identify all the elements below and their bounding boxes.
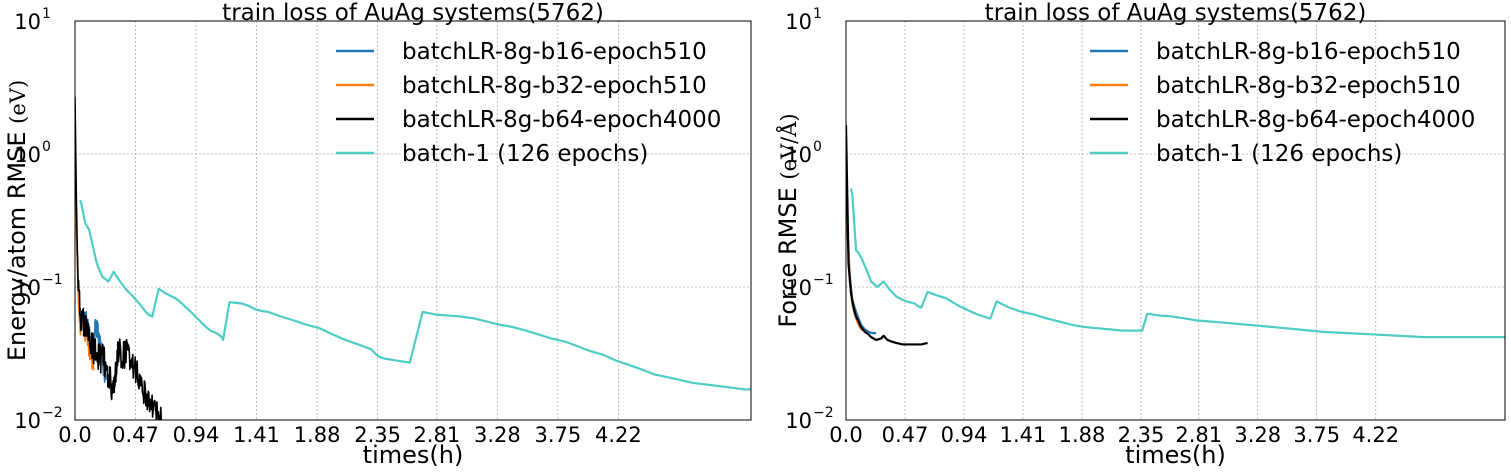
x-axis-label: times(h) [363, 441, 464, 469]
y-tick-label: 10 0 [785, 139, 822, 167]
y-tick-label: 10 −1 [785, 272, 833, 300]
x-tick-label: 0.0 [58, 423, 91, 447]
y-tick-label: 10 1 [14, 6, 51, 34]
y-axis-label-name: Force RMSE [774, 180, 802, 328]
x-tick-label: 3.75 [534, 423, 581, 447]
legend-label: batch-1 (126 epochs) [1156, 141, 1402, 167]
legend-label: batchLR-8g-b64-epoch4000 [402, 107, 721, 133]
y-tick-exponent: 0 [42, 139, 51, 155]
y-tick-base: 10 [785, 143, 812, 167]
legend-label: batch-1 (126 epochs) [402, 141, 648, 167]
chart-panel-2: 0.0 0.47 0.94 1.41 1.88 2.35 2.81 3.28 3.75 4.22 1… [774, 0, 1506, 469]
y-tick-exponent: −2 [42, 405, 63, 421]
legend-label: batchLR-8g-b16-epoch510 [402, 39, 707, 65]
legend: batchLR-8g-b16-epoch510 batchLR-8g-b32-ep… [336, 39, 721, 167]
y-tick-label: 10 0 [14, 139, 51, 167]
x-tick-label: 1.41 [233, 423, 280, 447]
y-tick-base: 10 [14, 143, 41, 167]
series-line-4 [849, 188, 1505, 339]
series-line-1 [846, 143, 877, 335]
y-tick-label: 10 1 [785, 6, 822, 34]
x-tick-label: 0.0 [829, 423, 862, 447]
chart-title: train loss of AuAg systems(5762) [985, 0, 1367, 26]
x-tick-label: 0.94 [941, 423, 988, 447]
y-tick-base: 10 [14, 10, 41, 34]
x-tick-label: 1.88 [1059, 423, 1106, 447]
x-tick-label: 2.35 [1118, 423, 1165, 447]
y-tick-exponent: 0 [813, 139, 822, 155]
legend-label: batchLR-8g-b64-epoch4000 [1156, 107, 1475, 133]
x-tick-label: 1.41 [1000, 423, 1047, 447]
series-group [846, 125, 1505, 346]
series-line-3 [846, 125, 928, 346]
y-tick-base: 10 [14, 409, 41, 433]
x-tick-label: 1.88 [294, 423, 341, 447]
y-axis-label-name: Energy/atom RMSE [3, 124, 31, 361]
legend-label: batchLR-8g-b32-epoch510 [1156, 73, 1461, 99]
y-axis-label: Force RMSE (eV/Å) [774, 113, 802, 327]
y-tick-label: 10 −1 [14, 272, 62, 300]
x-tick-label: 3.75 [1293, 423, 1340, 447]
y-tick-base: 10 [785, 409, 812, 433]
x-tick-label: 4.22 [595, 423, 642, 447]
y-tick-exponent: −2 [813, 405, 834, 421]
legend-label: batchLR-8g-b16-epoch510 [1156, 39, 1461, 65]
chart-title: train loss of AuAg systems(5762) [222, 0, 604, 26]
y-tick-base: 10 [14, 276, 41, 300]
y-tick-label: 10 −2 [14, 405, 62, 433]
legend-label: batchLR-8g-b32-epoch510 [402, 73, 707, 99]
x-tick-label: 0.47 [112, 423, 159, 447]
x-tick-label: 0.94 [173, 423, 220, 447]
plot-frame [845, 20, 1506, 421]
chart-panel-1: 0.0 0.47 0.94 1.41 1.88 2.35 2.81 3.28 3.75 4.22 1… [3, 0, 752, 469]
legend: batchLR-8g-b16-epoch510 batchLR-8g-b32-ep… [1090, 39, 1475, 167]
series-line-3 [75, 96, 163, 420]
y-tick-exponent: −1 [42, 272, 63, 288]
y-tick-exponent: 1 [42, 6, 51, 22]
series-group [75, 96, 751, 420]
y-tick-label: 10 −2 [785, 405, 833, 433]
x-tick-label: 3.28 [1234, 423, 1281, 447]
series-line-4 [79, 199, 751, 391]
y-axis-label: Energy/atom RMSE (eV) [3, 80, 31, 361]
x-tick-label: 2.35 [354, 423, 401, 447]
y-tick-base: 10 [785, 276, 812, 300]
plot-frame [74, 20, 752, 421]
x-tick-label: 0.47 [882, 423, 929, 447]
x-axis-label: times(h) [1125, 441, 1226, 469]
x-tick-label: 4.22 [1352, 423, 1399, 447]
y-tick-exponent: −1 [813, 272, 834, 288]
y-axis-label-unit: (eV/Å) [776, 113, 801, 179]
x-tick-label: 2.81 [1175, 423, 1222, 447]
y-tick-base: 10 [785, 10, 812, 34]
x-tick-label: 3.28 [474, 423, 521, 447]
y-tick-exponent: 1 [813, 6, 822, 22]
y-axis-label-unit: (eV) [6, 80, 30, 124]
x-tick-label: 2.81 [413, 423, 460, 447]
